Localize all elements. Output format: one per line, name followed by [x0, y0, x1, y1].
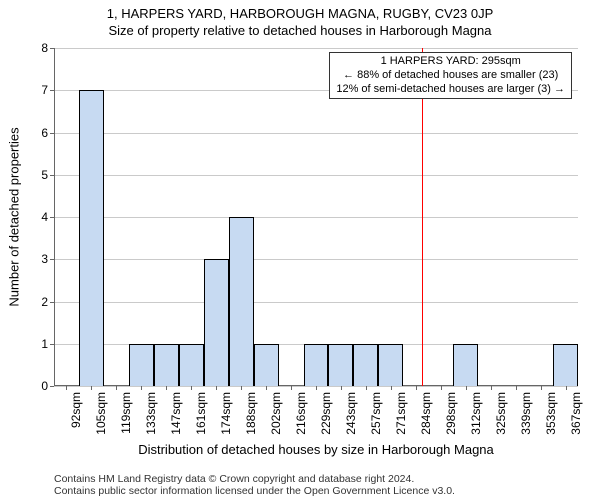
footer-line1: Contains HM Land Registry data © Crown c… — [54, 473, 600, 486]
x-tick-label: 271sqm — [394, 392, 408, 435]
x-tick-label: 216sqm — [294, 392, 308, 435]
x-tick-label: 202sqm — [269, 392, 283, 435]
x-tick-label: 147sqm — [169, 392, 183, 435]
y-tick-label: 7 — [41, 83, 54, 97]
chart-plot-area: 012345678 92sqm105sqm119sqm133sqm147sqm1… — [54, 48, 578, 386]
x-tick-label: 243sqm — [344, 392, 358, 435]
histogram-bar — [204, 259, 229, 386]
y-tick-label: 2 — [41, 295, 54, 309]
annotation-line: ← 88% of detached houses are smaller (23… — [336, 69, 565, 83]
chart-title-line1: 1, HARPERS YARD, HARBOROUGH MAGNA, RUGBY… — [0, 0, 600, 21]
x-tick-label: 325sqm — [494, 392, 508, 435]
histogram-bar — [304, 344, 329, 386]
annotation-box: 1 HARPERS YARD: 295sqm← 88% of detached … — [329, 52, 572, 99]
y-tick-label: 1 — [41, 337, 54, 351]
x-tick-label: 353sqm — [544, 392, 558, 435]
histogram-bar — [154, 344, 179, 386]
x-tick-label: 284sqm — [419, 392, 433, 435]
y-tick-label: 8 — [41, 41, 54, 55]
annotation-line: 1 HARPERS YARD: 295sqm — [336, 55, 565, 69]
histogram-bar — [254, 344, 279, 386]
x-tick-label: 298sqm — [444, 392, 458, 435]
x-axis-label: Distribution of detached houses by size … — [54, 442, 578, 457]
x-tick-label: 367sqm — [569, 392, 583, 435]
footer-attribution: Contains HM Land Registry data © Crown c… — [0, 473, 600, 498]
y-tick-label: 5 — [41, 168, 54, 182]
x-tick-label: 312sqm — [469, 392, 483, 435]
x-tick-label: 257sqm — [369, 392, 383, 435]
histogram-bar — [79, 90, 104, 386]
x-tick-label: 119sqm — [119, 392, 133, 434]
histogram-bar — [328, 344, 353, 386]
x-tick-label: 105sqm — [94, 392, 108, 435]
annotation-line: 12% of semi-detached houses are larger (… — [336, 83, 565, 97]
x-tick-label: 161sqm — [194, 392, 208, 435]
histogram-bar — [353, 344, 378, 386]
histogram-bar — [179, 344, 204, 386]
y-tick-label: 0 — [41, 379, 54, 393]
histogram-bar — [129, 344, 154, 386]
x-tick-label: 174sqm — [219, 392, 233, 435]
chart-title-line2: Size of property relative to detached ho… — [0, 21, 600, 38]
y-axis-label: Number of detached properties — [7, 127, 22, 306]
histogram-bar — [229, 217, 254, 386]
x-tick-label: 229sqm — [319, 392, 333, 435]
x-tick-label: 339sqm — [519, 392, 533, 435]
y-tick-label: 3 — [41, 252, 54, 266]
histogram-bar — [553, 344, 578, 386]
y-tick-label: 6 — [41, 126, 54, 140]
y-tick-label: 4 — [41, 210, 54, 224]
x-tick-label: 133sqm — [144, 392, 158, 435]
x-tick-label: 92sqm — [69, 392, 83, 428]
histogram-bar — [453, 344, 478, 386]
x-tick-label: 188sqm — [244, 392, 258, 435]
histogram-bar — [378, 344, 403, 386]
footer-line2: Contains public sector information licen… — [54, 485, 600, 498]
